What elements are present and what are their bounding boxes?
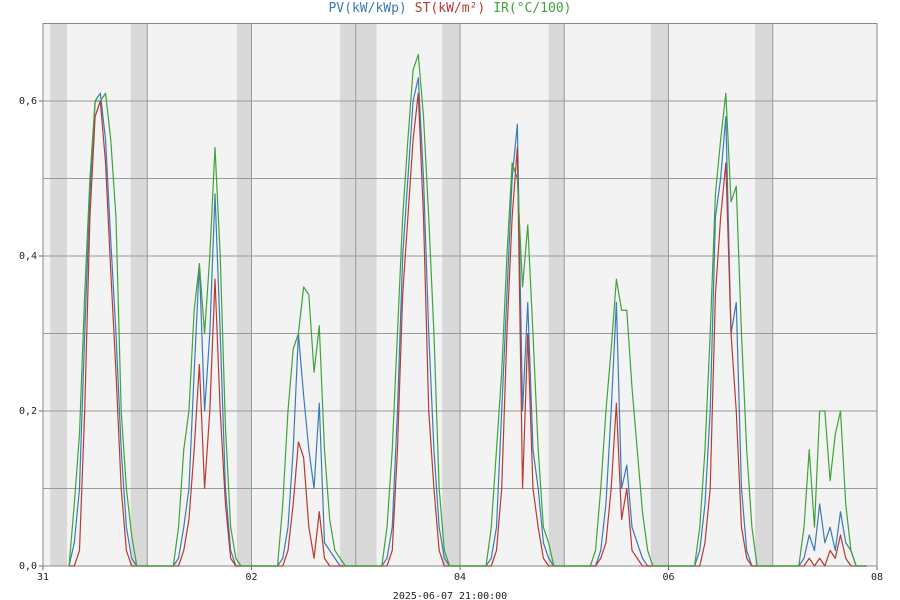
x-axis-label: 2025-06-07 21:00:00 <box>393 591 507 600</box>
x-tick-label: 02 <box>245 572 257 583</box>
legend-entry: ST(kW/m²) <box>415 1 485 16</box>
y-tick-label: 0,0 <box>19 561 37 572</box>
x-tick-label: 06 <box>662 572 674 583</box>
y-tick-label: 0,2 <box>19 406 37 417</box>
night-band <box>340 23 356 566</box>
legend: PV(kW/kWp) ST(kW/m²) IR(°C/100) <box>328 1 571 16</box>
night-band <box>130 23 148 566</box>
x-tick-label: 04 <box>454 572 466 583</box>
y-tick-label: 0,6 <box>19 96 37 107</box>
y-tick-label: 0,4 <box>19 251 37 262</box>
night-band <box>236 23 252 566</box>
x-tick-label: 08 <box>871 572 883 583</box>
night-band <box>650 23 669 566</box>
night-band <box>755 23 773 566</box>
series-line <box>68 53 867 567</box>
legend-entry: PV(kW/kWp) <box>328 1 406 16</box>
x-tick-label: 31 <box>37 572 49 583</box>
night-band <box>50 23 67 566</box>
night-band <box>548 23 565 566</box>
night-band <box>442 23 460 566</box>
legend-entry: IR(°C/100) <box>493 1 571 16</box>
night-band <box>355 23 377 566</box>
